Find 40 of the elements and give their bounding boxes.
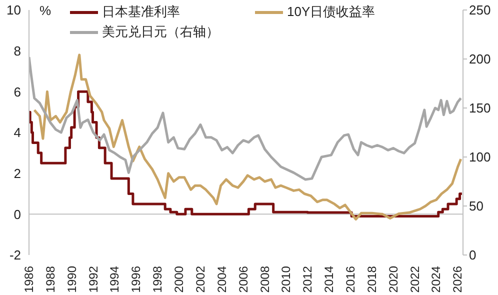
x-tick-label: 2000 (172, 266, 186, 293)
y2-tick-label: 150 (469, 100, 491, 116)
y2-tick-label: 50 (469, 198, 484, 214)
line-series (33, 54, 462, 221)
y-tick-label: 10 (6, 2, 21, 18)
x-tick-label: 2010 (279, 266, 294, 293)
x-tick-label: 2004 (214, 266, 229, 293)
x-tick-label: 1986 (22, 266, 36, 293)
x-tick-label: 1988 (43, 266, 58, 293)
legend-label: 10Y日债收益率 (287, 3, 376, 21)
x-tick-label: 1996 (129, 266, 144, 293)
y-tick-label: -2 (9, 248, 21, 263)
x-tick-label: 2018 (364, 266, 379, 293)
y2-tick-label: 200 (469, 52, 491, 67)
legend-label: 日本基准利率 (102, 3, 180, 21)
x-tick-label: 1992 (86, 266, 100, 293)
line-series (29, 56, 462, 181)
y-tick-label: 4 (14, 125, 21, 140)
x-tick-label: 2006 (236, 266, 250, 293)
legend-label: 美元兑日元（右轴） (102, 23, 219, 41)
y-tick-label: 0 (14, 206, 21, 222)
x-tick-label: 2016 (343, 266, 358, 293)
y-tick-label: 6 (14, 84, 21, 100)
x-tick-label: 2026 (450, 266, 465, 293)
y2-tick-label: 0 (469, 248, 476, 263)
x-tick-label: 2002 (193, 266, 208, 293)
x-tick-label: 1990 (64, 266, 79, 293)
y-tick-label: 8 (14, 43, 21, 58)
x-tick-label: 2020 (386, 266, 400, 293)
x-tick-label: 2014 (322, 266, 336, 293)
y2-tick-label: 100 (469, 150, 491, 165)
x-tick-label: 2024 (429, 266, 444, 293)
x-tick-label: 1998 (150, 266, 165, 293)
y-tick-label: 2 (14, 166, 21, 181)
y-axis-title: % (39, 3, 52, 18)
x-tick-label: 2008 (258, 266, 272, 293)
x-tick-label: 2012 (300, 266, 315, 293)
x-tick-label: 1994 (108, 266, 122, 293)
x-tick-label: 2022 (408, 266, 422, 293)
y2-tick-label: 250 (469, 2, 491, 18)
